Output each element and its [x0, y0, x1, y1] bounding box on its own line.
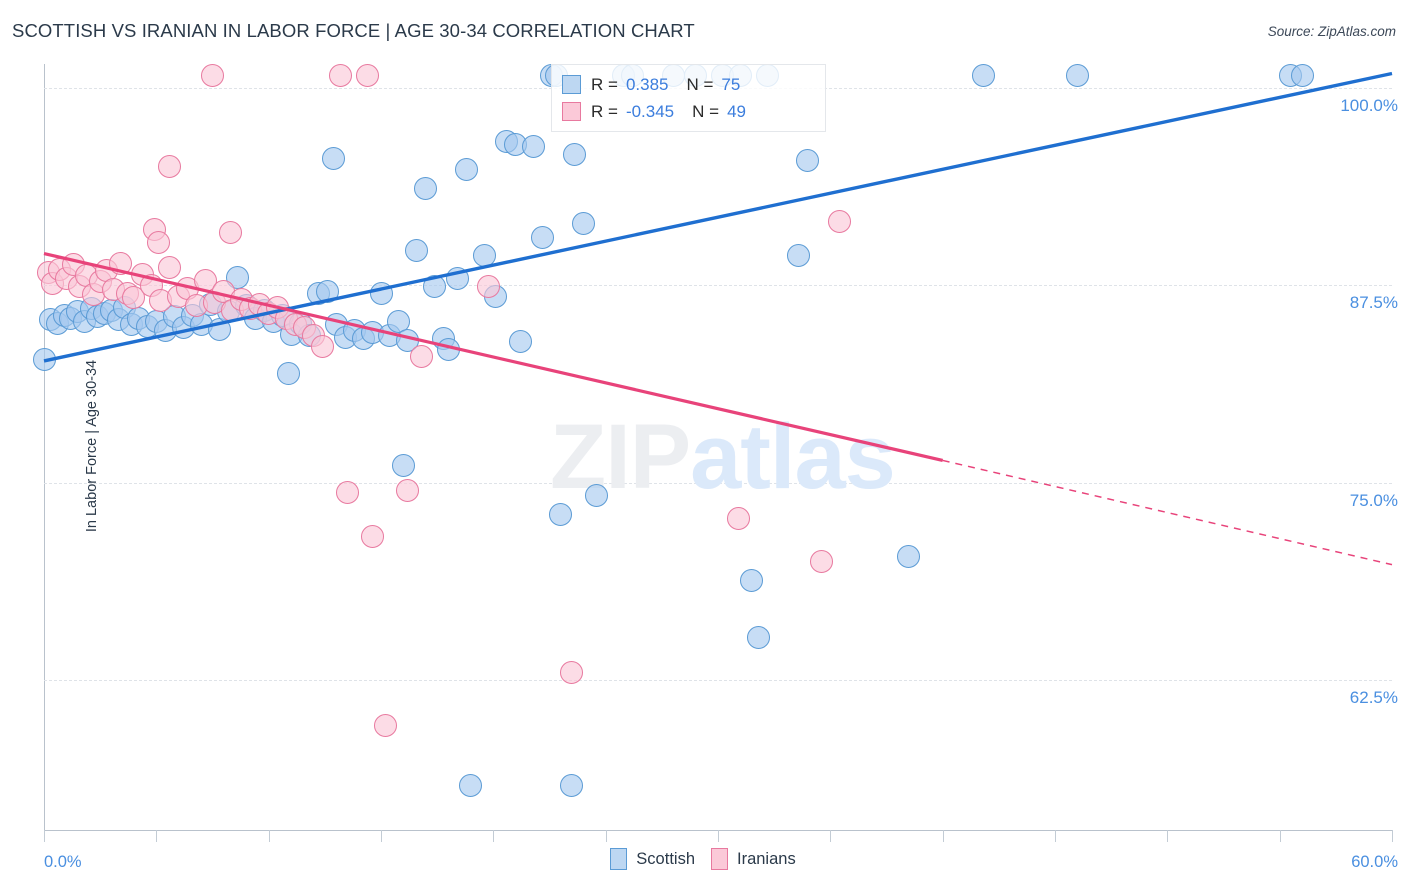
- scatter-point-scottish[interactable]: [277, 362, 301, 386]
- y-axis-title: In Labor Force | Age 30-34: [84, 359, 101, 533]
- y-axis-tick-label: 87.5%: [1349, 293, 1398, 313]
- series-legend-item-iranians[interactable]: Iranians: [711, 848, 796, 870]
- scatter-point-scottish[interactable]: [1290, 63, 1314, 87]
- y-axis-tick-label: 75.0%: [1349, 490, 1398, 510]
- legend-r-value-scottish: 0.385: [625, 74, 669, 94]
- scatter-point-scottish[interactable]: [414, 177, 438, 201]
- scatter-point-iranians[interactable]: [158, 256, 182, 280]
- scatter-point-scottish[interactable]: [531, 226, 555, 250]
- scatter-point-scottish[interactable]: [796, 148, 820, 172]
- scatter-point-scottish[interactable]: [423, 275, 447, 299]
- series-swatch-iranians: [711, 848, 728, 870]
- x-axis-tick: [156, 830, 158, 842]
- scatter-point-scottish[interactable]: [971, 63, 995, 87]
- scatter-point-scottish[interactable]: [787, 243, 811, 267]
- scatter-point-iranians[interactable]: [409, 344, 433, 368]
- x-axis-tick: [1055, 830, 1056, 842]
- scatter-point-scottish[interactable]: [1065, 63, 1089, 87]
- scatter-point-scottish[interactable]: [445, 267, 469, 291]
- scatter-point-scottish[interactable]: [315, 279, 339, 303]
- watermark-zip: ZIP: [550, 406, 691, 508]
- scatter-point-scottish[interactable]: [459, 774, 483, 798]
- scatter-point-iranians[interactable]: [108, 251, 132, 275]
- scatter-point-scottish[interactable]: [522, 134, 546, 158]
- series-legend: Scottish Iranians: [0, 848, 1406, 870]
- scatter-point-scottish[interactable]: [454, 158, 478, 182]
- x-axis-max-label: 60.0%: [1351, 853, 1398, 871]
- scatter-point-iranians[interactable]: [218, 221, 242, 245]
- series-label-scottish: Scottish: [636, 849, 695, 868]
- scatter-point-scottish[interactable]: [585, 483, 609, 507]
- source-attribution: Source: ZipAtlas.com: [1267, 24, 1396, 39]
- scatter-point-scottish[interactable]: [405, 238, 429, 262]
- correlation-stats-legend: R = 0.385 N = 75 R = -0.345 N = 49: [551, 64, 826, 132]
- page-title: SCOTTISH VS IRANIAN IN LABOR FORCE | AGE…: [12, 20, 695, 41]
- scatter-point-iranians[interactable]: [560, 660, 584, 684]
- scatter-point-iranians[interactable]: [726, 507, 750, 531]
- x-axis-tick: [942, 830, 944, 842]
- scatter-point-scottish[interactable]: [746, 625, 770, 649]
- scatter-point-scottish[interactable]: [740, 568, 764, 592]
- y-axis-tick-label: 100.0%: [1340, 95, 1398, 115]
- watermark-atlas: atlas: [690, 406, 896, 508]
- x-axis-tick: [1279, 830, 1281, 842]
- gridline: [44, 285, 1392, 287]
- series-swatch-scottish: [610, 848, 628, 870]
- scatter-point-scottish[interactable]: [549, 502, 573, 526]
- scatter-point-iranians[interactable]: [373, 714, 397, 738]
- legend-swatch-scottish: [562, 75, 581, 94]
- scatter-point-iranians[interactable]: [158, 155, 182, 179]
- scatter-point-iranians[interactable]: [360, 524, 384, 548]
- series-label-iranians: Iranians: [737, 849, 796, 868]
- scatter-point-iranians[interactable]: [329, 63, 353, 87]
- scatter-point-scottish[interactable]: [508, 330, 532, 354]
- trendline-iranians-extension: [942, 459, 1393, 566]
- scatter-point-iranians[interactable]: [335, 480, 359, 504]
- scatter-point-scottish[interactable]: [436, 338, 460, 362]
- scatter-point-scottish[interactable]: [322, 147, 346, 171]
- x-axis-tick: [1167, 830, 1169, 842]
- scatter-point-scottish[interactable]: [391, 453, 415, 477]
- legend-n-label-iranians: N =: [692, 101, 720, 121]
- x-axis-tick: [718, 830, 719, 842]
- x-axis-min-label: 0.0%: [44, 853, 82, 871]
- x-axis-tick: [830, 830, 832, 842]
- scatter-point-scottish[interactable]: [369, 281, 393, 305]
- x-axis-tick: [381, 830, 382, 842]
- scatter-point-scottish[interactable]: [472, 243, 496, 267]
- scatter-point-iranians[interactable]: [201, 63, 224, 87]
- scatter-point-scottish[interactable]: [560, 774, 584, 798]
- legend-row-scottish: R = 0.385 N = 75: [562, 71, 815, 98]
- scatter-point-scottish[interactable]: [562, 142, 586, 166]
- y-axis-line: [44, 64, 45, 830]
- scatter-point-scottish[interactable]: [32, 347, 56, 371]
- series-legend-item-scottish[interactable]: Scottish: [610, 848, 695, 870]
- legend-n-value-scottish: 75: [721, 74, 741, 94]
- legend-r-label-iranians: R =: [591, 101, 618, 121]
- scatter-point-iranians[interactable]: [356, 63, 380, 87]
- gridline: [44, 679, 1392, 681]
- x-axis-tick: [268, 830, 270, 842]
- legend-swatch-iranians: [562, 102, 581, 121]
- scatter-point-iranians[interactable]: [311, 335, 335, 359]
- legend-n-label-scottish: N =: [686, 74, 714, 94]
- legend-r-value-iranians: -0.345: [625, 101, 675, 121]
- x-axis-tick: [1392, 830, 1393, 842]
- scatter-point-scottish[interactable]: [571, 212, 595, 236]
- scatter-point-scottish[interactable]: [897, 545, 921, 569]
- gridline: [44, 482, 1392, 484]
- scatter-point-iranians[interactable]: [396, 478, 420, 502]
- x-axis-tick: [493, 830, 495, 842]
- x-axis-tick: [605, 830, 607, 842]
- legend-r-label-scottish: R =: [591, 74, 618, 94]
- x-axis-tick: [44, 830, 45, 842]
- scatter-point-iranians[interactable]: [809, 550, 833, 573]
- scatter-point-iranians[interactable]: [827, 210, 851, 234]
- legend-row-iranians: R = -0.345 N = 49: [562, 98, 815, 125]
- scatter-point-iranians[interactable]: [147, 230, 171, 254]
- legend-n-value-iranians: 49: [727, 101, 746, 121]
- y-axis-tick-label: 62.5%: [1349, 687, 1398, 707]
